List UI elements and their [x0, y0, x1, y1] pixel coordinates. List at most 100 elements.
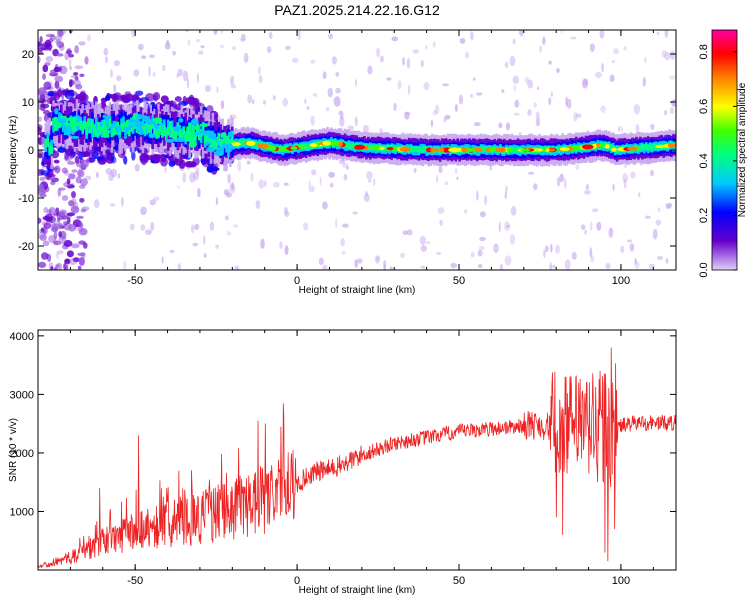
spectrogram-noise-blob	[38, 126, 42, 135]
spectrogram-speckle	[535, 111, 540, 120]
spectrogram-speckle	[510, 205, 517, 216]
spectrogram-band-segment	[108, 118, 112, 127]
spectrogram-speckle	[57, 250, 64, 255]
spectrogram-band-segment	[368, 144, 372, 151]
spectrogram-band-segment	[54, 122, 57, 131]
spectrogram-cloud-blob	[175, 103, 182, 111]
spectrogram-x-axis-label: Height of straight line (km)	[299, 285, 416, 296]
spectrogram-speckle	[231, 181, 234, 191]
spectrogram-cyan-blob	[135, 126, 143, 133]
spectrogram-speckle	[655, 219, 662, 226]
spectrogram-speckle	[444, 181, 449, 186]
spectrogram-band-segment	[149, 123, 153, 132]
spectrogram-speckle	[498, 122, 503, 129]
spectrogram-band-segment	[650, 145, 654, 151]
spectrogram-speckle	[327, 87, 334, 98]
spectrogram-noise-blob	[66, 217, 71, 224]
spectrogram-cyan-blob	[123, 126, 132, 132]
spectrogram-hotspot	[611, 147, 617, 152]
spectrogram-band-segment	[65, 118, 69, 127]
spectrogram-noise-blob	[75, 176, 82, 184]
spectrogram-band-segment	[203, 135, 207, 144]
snr-y-tick-label: 3000	[10, 389, 34, 401]
spectrogram-cyan-blob	[144, 118, 153, 124]
spectrogram-band-segment	[106, 116, 110, 130]
spectrogram-band-segment	[143, 125, 147, 134]
spectrogram-speckle	[220, 100, 225, 110]
spectrogram-band-segment	[102, 119, 106, 128]
spectrogram-speckle	[670, 50, 676, 60]
spectrogram-speckle	[544, 245, 549, 253]
spectrogram-speckle	[575, 113, 582, 118]
spectrogram-band-segment	[145, 121, 149, 135]
spectrogram-cloud-blob	[189, 97, 195, 106]
spectrogram-speckle	[599, 30, 605, 39]
spectrogram-speckle	[339, 116, 345, 127]
spectrogram-speckle	[559, 173, 564, 183]
spectrogram-speckle	[665, 258, 669, 264]
spectrogram-speckle	[161, 256, 164, 264]
spectrogram-speckle	[489, 165, 492, 171]
spectrogram-speckle	[264, 179, 267, 188]
spectrogram-speckle	[432, 41, 436, 48]
spectrogram-noise-blob	[52, 212, 60, 217]
spectrogram-band-segment	[71, 119, 75, 129]
spectrogram-noise-blob	[55, 223, 64, 229]
spectrogram-noise-blob	[38, 183, 44, 192]
spectrogram-band-segment	[122, 116, 125, 130]
spectrogram-cyan-blob	[136, 113, 143, 120]
spectrogram-speckle	[308, 180, 311, 188]
spectrogram-cyan-blob	[71, 126, 77, 132]
spectrogram-cyan-blob	[194, 124, 200, 131]
spectrogram-speckle	[216, 86, 219, 94]
spectrogram-cloud-blob	[81, 150, 91, 158]
spectrogram-speckle	[200, 45, 205, 49]
spectrogram-speckle	[504, 255, 512, 266]
spectrogram-speckle	[649, 169, 654, 177]
spectrogram-band-segment	[48, 145, 51, 154]
spectrogram-noise-blob	[65, 49, 73, 55]
spectrogram-speckle	[393, 102, 397, 112]
spectrogram-noise-blob	[80, 208, 87, 213]
spectrogram-cyan-blob	[199, 123, 209, 128]
spectrogram-noise-blob	[80, 251, 86, 259]
spectrogram-band-segment	[238, 139, 242, 146]
spectrogram-speckle	[537, 86, 540, 91]
spectrogram-cloud-blob	[168, 160, 176, 167]
colorbar-label: Normalized spectral amplitude	[737, 82, 748, 217]
spectrogram-band-segment	[108, 123, 112, 144]
spectrogram-speckle	[331, 56, 337, 65]
spectrogram-speckle	[664, 109, 668, 116]
spectrogram-y-tick-label: 10	[22, 97, 34, 109]
spectrogram-cyan-blob	[185, 131, 194, 138]
spectrogram-speckle	[635, 123, 640, 133]
spectrogram-speckle	[459, 37, 466, 44]
spectrogram-hotspot	[439, 147, 445, 153]
spectrogram-speckle	[581, 78, 589, 89]
spectrogram-noise-blob	[48, 38, 54, 44]
spectrogram-noise-blob	[77, 168, 84, 177]
spectrogram-band-segment	[128, 128, 131, 137]
spectrogram-speckle	[352, 211, 358, 215]
spectrogram-noise-blob	[63, 262, 67, 270]
spectrogram-speckle	[251, 98, 255, 105]
spectrogram-speckle	[442, 83, 450, 87]
snr-x-tick-label: 0	[294, 575, 300, 587]
spectrogram-band-segment	[120, 123, 123, 132]
snr-ticks: -50 0 50 100 1000 2000 3000 4000	[10, 330, 676, 587]
spectrogram-speckle	[345, 166, 350, 170]
spectrogram-noise-blob	[53, 159, 60, 164]
spectrogram-cloud-blob	[57, 146, 67, 153]
spectrogram-cyan-blob	[82, 121, 92, 127]
spectrogram-band-segment	[639, 145, 642, 152]
spectrogram-band-segment	[413, 145, 417, 152]
spectrogram-speckle	[215, 244, 220, 249]
spectrogram-noise-blob	[79, 222, 83, 228]
spectrogram-cyan-blob	[93, 132, 102, 136]
spectrogram-noise-blob	[69, 258, 77, 265]
spectrogram-speckle	[413, 168, 417, 173]
spectrogram-band-segment	[211, 138, 215, 147]
spectrogram-cyan-blob	[227, 131, 234, 138]
spectrogram-band-segment	[61, 118, 65, 133]
